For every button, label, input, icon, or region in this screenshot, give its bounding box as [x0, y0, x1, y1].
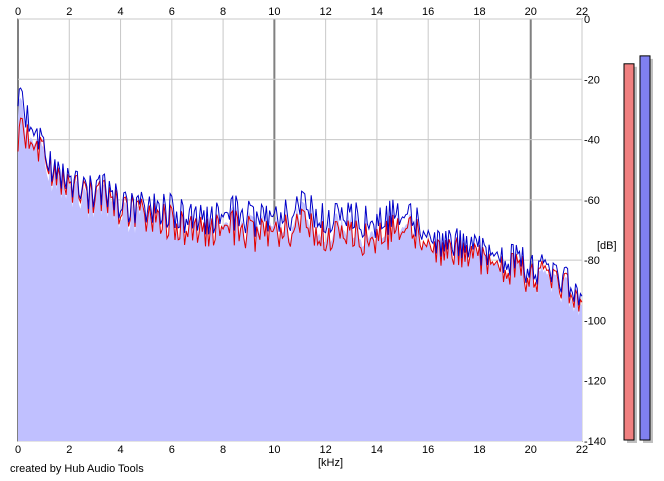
x-tick-label-top: 10	[268, 6, 280, 18]
y-tick-label: -40	[584, 135, 600, 147]
x-tick-label-top: 8	[220, 6, 226, 18]
x-tick-label-top: 22	[576, 6, 588, 18]
y-tick-label: -80	[584, 255, 600, 267]
y-tick-label: -140	[584, 436, 606, 448]
x-tick-label-top: 14	[371, 6, 383, 18]
x-tick-label-bottom: 2	[66, 444, 72, 456]
x-tick-label-bottom: 10	[268, 444, 280, 456]
y-tick-label: -100	[584, 315, 606, 327]
x-tick-label-top: 0	[15, 6, 21, 18]
x-tick-label-top: 4	[117, 6, 123, 18]
x-tick-label-top: 2	[66, 6, 72, 18]
level-meter-right	[639, 55, 651, 441]
y-tick-label: -20	[584, 74, 600, 86]
x-tick-label-top: 12	[320, 6, 332, 18]
x-tick-label-bottom: 8	[220, 444, 226, 456]
x-tick-label-bottom: 12	[320, 444, 332, 456]
y-tick-label: -120	[584, 376, 606, 388]
spectrum-fill-area	[18, 98, 582, 441]
x-tick-label-bottom: 6	[169, 444, 175, 456]
x-tick-label-top: 6	[169, 6, 175, 18]
series-line-blue	[17, 87, 583, 306]
x-tick-label-bottom: 4	[117, 444, 123, 456]
x-tick-label-bottom: 16	[422, 444, 434, 456]
x-tick-label-bottom: 22	[576, 444, 588, 456]
x-tick-label-bottom: 20	[525, 444, 537, 456]
x-tick-label-top: 18	[473, 6, 485, 18]
series-line-red	[17, 117, 583, 312]
x-tick-label-top: 16	[422, 6, 434, 18]
x-tick-label-bottom: 0	[15, 444, 21, 456]
x-tick-label-top: 20	[525, 6, 537, 18]
level-meter-left	[623, 63, 635, 441]
y-axis-label: [dB]	[597, 240, 617, 252]
credit-text: created by Hub Audio Tools	[10, 463, 144, 475]
x-tick-label-bottom: 14	[371, 444, 383, 456]
x-tick-label-bottom: 18	[473, 444, 485, 456]
y-tick-label: 0	[584, 14, 590, 26]
y-tick-label: -60	[584, 195, 600, 207]
x-axis-label: [kHz]	[318, 457, 344, 469]
